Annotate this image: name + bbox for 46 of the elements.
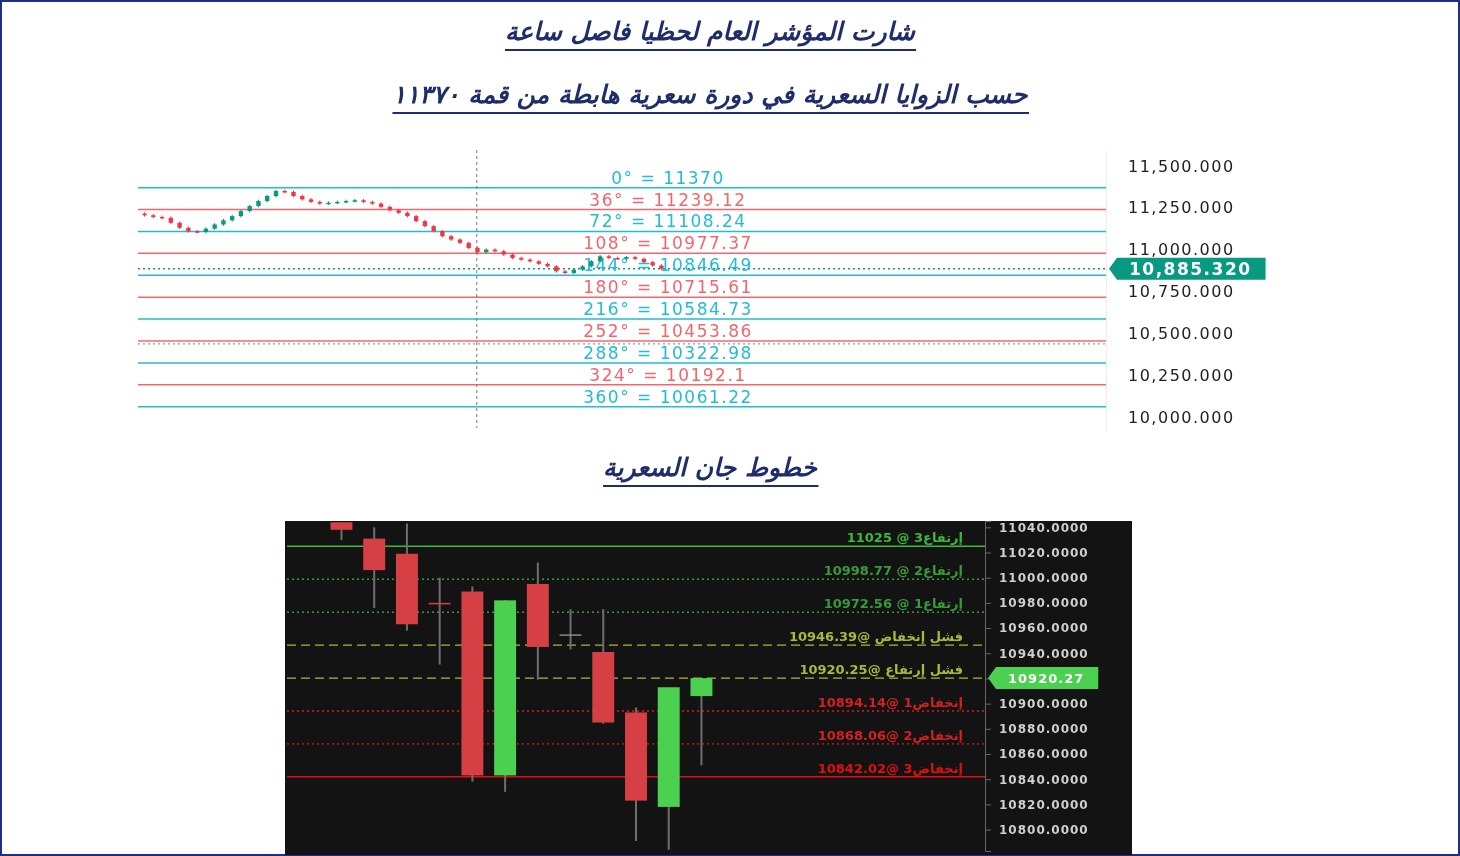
chart-title: شارت المؤشر العام لحظيا فاصل ساعة bbox=[504, 17, 917, 47]
ref-line-label: 252° = 10453.86 bbox=[583, 320, 753, 341]
y-tick-label: 10,250.000 bbox=[1128, 365, 1235, 385]
ref-line-label: فشل إنخفاض @10946.39 bbox=[788, 629, 963, 645]
y-tick-label: 11000.0000 bbox=[999, 571, 1089, 586]
ref-line-label: إرتفاع1 @ 10972.56 bbox=[823, 596, 963, 612]
candlestick bbox=[562, 269, 568, 275]
y-tick-label: 10,500.000 bbox=[1128, 323, 1235, 343]
ref-line-label: 36° = 11239.12 bbox=[589, 189, 747, 210]
ref-line-label: 324° = 10192.1 bbox=[589, 364, 747, 385]
y-tick-label: 11,250.000 bbox=[1128, 198, 1235, 218]
y-tick-label: 10960.0000 bbox=[999, 621, 1089, 636]
candlestick bbox=[632, 255, 638, 261]
ref-line-label: 216° = 10584.73 bbox=[583, 299, 753, 320]
y-tick-label: 10880.0000 bbox=[999, 722, 1089, 737]
y-tick-label: 10980.0000 bbox=[999, 596, 1089, 611]
ref-line-label: 108° = 10977.37 bbox=[583, 233, 753, 254]
ref-line-label: 360° = 10061.22 bbox=[583, 386, 753, 407]
y-tick-label: 10860.0000 bbox=[999, 747, 1089, 762]
text: 10920.27 bbox=[1008, 670, 1085, 686]
y-tick-label: 11,500.000 bbox=[1128, 156, 1235, 176]
ref-line-label: 72° = 11108.24 bbox=[589, 211, 747, 232]
candlestick bbox=[559, 608, 582, 651]
ref-line-label: إنخفاض1 @10894.14 bbox=[817, 695, 963, 711]
ref-line-label: إرتفاع2 @ 10998.77 bbox=[823, 563, 963, 579]
chart-title: خطوط جان السعرية bbox=[603, 453, 819, 483]
y-tick-label: 11020.0000 bbox=[999, 545, 1089, 560]
ref-line-label: إنخفاض2 @10868.06 bbox=[817, 727, 963, 743]
y-tick-label: 10820.0000 bbox=[999, 797, 1089, 812]
ref-line-label: 180° = 10715.61 bbox=[583, 277, 753, 298]
text: 10,885.320 bbox=[1129, 258, 1252, 279]
ref-line-label: 0° = 11370 bbox=[611, 167, 725, 188]
chart-subtitle: حسب الزوايا السعرية في دورة سعرية هابطة من قمة ١١٣٧٠ bbox=[392, 80, 1030, 110]
ref-line-label: إنخفاض3 @10842.02 bbox=[817, 760, 963, 776]
y-tick-label: 10840.0000 bbox=[999, 772, 1089, 787]
ref-line-label: 288° = 10322.98 bbox=[583, 342, 753, 363]
y-tick-label: 10900.0000 bbox=[999, 696, 1089, 711]
y-tick-label: 11,000.000 bbox=[1128, 240, 1235, 260]
candlestick bbox=[690, 677, 713, 767]
y-tick-label: 11040.0000 bbox=[999, 520, 1089, 535]
y-tick-label: 10940.0000 bbox=[999, 646, 1089, 661]
y-tick-label: 10,000.000 bbox=[1128, 407, 1235, 427]
ref-line-label: إرتفاع3 @ 11025 bbox=[846, 530, 963, 546]
ref-line-label: فشل إرتفاع @10920.25 bbox=[799, 662, 963, 678]
y-tick-label: 10,750.000 bbox=[1128, 282, 1235, 302]
y-tick-label: 10800.0000 bbox=[999, 822, 1089, 837]
